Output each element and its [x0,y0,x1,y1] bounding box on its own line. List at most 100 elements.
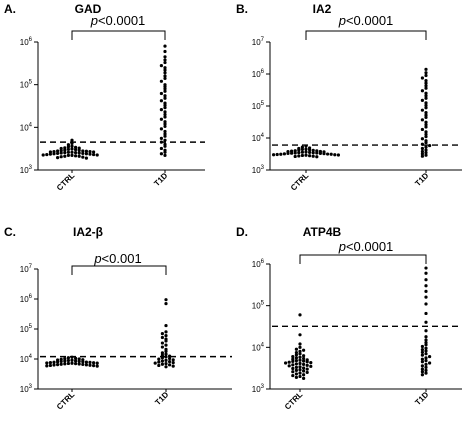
data-point [428,354,432,359]
data-point [157,360,161,364]
data-point [63,362,67,366]
data-point [291,357,295,361]
data-point [420,137,424,141]
data-point [92,361,96,365]
data-point [74,356,78,360]
data-point [70,150,74,154]
data-point [81,155,85,159]
data-point [420,118,424,122]
data-point [52,363,56,367]
data-point [160,335,164,340]
data-point [294,359,298,363]
data-point [164,349,168,353]
significance-bracket [71,265,167,275]
panel-a-plot: 103 104 105 106 CTRL T1D p<0.0001 [20,13,205,192]
data-point [66,147,70,151]
panel-b-plot: 103 104 105 106 107 CTRL T1D p<0.0001 [252,13,462,192]
data-point [48,363,53,368]
data-point [293,151,297,155]
data-point [428,361,432,365]
significance-bracket [305,30,427,40]
data-point [420,76,424,80]
x-tick-label: CTRL [55,390,77,412]
data-point [326,152,330,156]
data-point [298,361,302,366]
data-point [298,313,302,317]
data-point [88,363,92,367]
data-point [66,361,70,366]
data-point [59,362,63,366]
data-point [81,362,85,367]
panel-a: A. GAD 103 104 105 106 CTRL T1D p<0.0001 [4,2,205,192]
data-point [424,113,428,117]
panel-b-title: IA2 [313,2,332,16]
data-point [309,364,313,368]
data-point [309,361,313,365]
data-point [300,150,304,154]
data-point [159,117,163,121]
data-point [63,148,67,152]
data-point [84,360,88,364]
data-point [424,368,428,372]
data-point [424,79,428,83]
data-point [95,361,99,365]
data-point [291,373,295,378]
data-point [424,81,428,85]
data-point [305,370,309,375]
data-point [159,99,163,103]
data-point [163,66,167,70]
data-point [48,360,53,365]
data-point [74,154,78,158]
data-point [424,84,428,88]
data-point [297,148,301,152]
data-point [304,153,308,157]
data-point [56,149,60,153]
data-point [420,344,424,349]
data-point [163,55,167,59]
y-tick-label: 106 [252,69,265,79]
data-point [77,154,81,158]
data-point [164,334,168,338]
data-point [84,363,88,367]
y-tick-label: 104 [20,354,33,364]
data-point [298,333,302,337]
data-point [424,103,428,107]
data-point [160,341,164,345]
data-point [424,125,428,129]
data-point [297,150,301,155]
panel-d-title: ATP4B [303,225,342,239]
data-point [294,356,298,360]
data-point [171,358,175,362]
y-tick-label: 104 [20,122,33,132]
y-tick-label: 103 [20,165,33,175]
data-point [163,68,167,72]
data-point [164,298,168,302]
data-point [294,347,298,351]
panel-b: B. IA2 103 104 105 106 107 CTRL T1D p<0.0001 [236,2,462,192]
data-point [92,150,96,154]
data-point [424,123,428,127]
data-point [298,365,302,369]
data-point [424,343,428,347]
data-point [298,349,302,353]
data-point [290,151,294,155]
data-point [163,76,167,81]
data-point [95,153,99,157]
data-point [163,129,167,134]
data-point [164,343,168,347]
data-point [424,362,428,366]
data-point [163,110,167,114]
data-point [45,364,49,368]
data-point [287,364,291,368]
data-point [56,363,60,367]
y-tick-label: 106 [20,294,33,304]
data-point [56,151,60,155]
data-point [171,360,175,365]
x-tick-label: CTRL [55,171,77,193]
data-point [160,362,164,366]
y-tick-label: 106 [20,37,33,47]
data-point [424,278,428,282]
data-point [297,154,301,158]
data-point [164,330,168,334]
